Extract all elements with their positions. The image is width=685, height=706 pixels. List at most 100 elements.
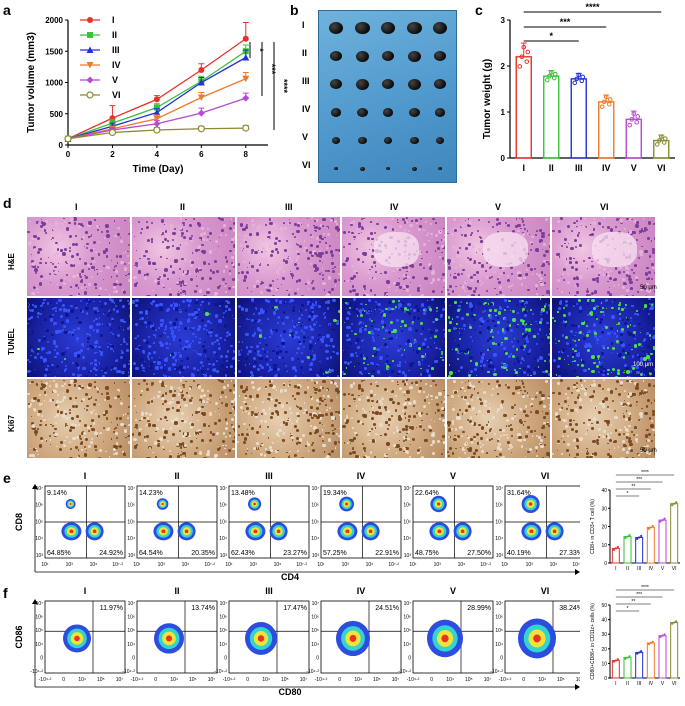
x-tick-label: 6	[199, 150, 204, 159]
x-tick-label: 10⁵	[274, 562, 282, 568]
quadrant-q1-value: 19.34%	[323, 490, 347, 497]
scalebar-he: 50 μm	[640, 285, 657, 291]
x-tick-label: 10⁵	[281, 677, 289, 683]
flow-y-arrow-head	[32, 599, 38, 604]
quadrant-q3-value: 62.43%	[231, 550, 255, 557]
x-tick-label-VI: VI	[672, 681, 677, 687]
quadrant-q2-value: 24.51%	[375, 605, 399, 612]
y-tick-label: 10⁷	[496, 601, 504, 607]
tumor-sample	[381, 22, 395, 34]
column-label-V: V	[495, 202, 502, 212]
y-tick-label: 2000	[45, 16, 63, 25]
bar-III	[635, 651, 644, 679]
x-tick-label-III: III	[575, 163, 583, 173]
quadrant-q1-value: 31.64%	[507, 490, 531, 497]
quadrant-q4-value: 23.27%	[283, 550, 307, 557]
x-tick-label: 10⁵	[465, 677, 473, 683]
y-tick-label: 1500	[45, 47, 63, 56]
point-I	[198, 67, 205, 73]
data-point	[647, 527, 650, 530]
density-core	[345, 529, 350, 534]
tunel-micrograph-II	[132, 298, 235, 377]
density-core	[69, 503, 72, 505]
y-axis-label: CD80+CD86+ in CD11c+ cells (%)	[590, 603, 596, 680]
y-tick-label: 10⁵	[403, 519, 411, 525]
y-tick-label: 10⁵	[35, 628, 43, 634]
y-axis-label: Tumor weight (g)	[482, 59, 493, 139]
x-tick-label-V: V	[661, 566, 665, 572]
flow-plot-title-V: V	[450, 471, 456, 481]
quadrant-q4-value: 24.92%	[99, 550, 123, 557]
quadrant-q3-value: 57.25%	[323, 550, 347, 557]
tumor-sample	[354, 21, 370, 35]
data-point	[638, 536, 641, 539]
quadrant-q3-value: 48.75%	[415, 550, 439, 557]
x-tick-label: 10⁷	[116, 677, 124, 683]
significance-label: ***	[560, 17, 571, 27]
tumor-volume-chart: 0 500 1000 1500 2000 0 2 4 6 8 Time (Day) Tumor vol…	[26, 15, 289, 175]
tumor-sample	[359, 166, 365, 171]
x-tick-label-V: V	[661, 681, 665, 687]
x-tick-label-II: II	[549, 163, 554, 173]
y-tick-label: 10³	[496, 553, 504, 559]
cd80-cd86-percentage-chart: 0 10 20 30 40 50 CD80+CD86+ in CD11c+ cells (%…	[590, 585, 680, 687]
x-tick-label: 10⁴	[446, 677, 454, 683]
y-tick-label: 40	[601, 488, 607, 494]
tumor-row-label-I: I	[302, 20, 305, 30]
quadrant-q2-value: 17.47%	[283, 605, 307, 612]
density-core	[74, 635, 80, 642]
y-tick-label: 10⁷	[220, 486, 228, 492]
y-tick-label: 10³	[36, 553, 44, 559]
point-V	[242, 94, 250, 102]
panel-letter-a: a	[3, 2, 11, 18]
y-tick-label: 2	[501, 62, 506, 71]
x-tick-label: 10³	[158, 562, 166, 568]
y-tick-label: 10⁶	[495, 503, 503, 509]
x-tick-label: 10⁷·²	[296, 562, 307, 568]
y-tick-label: 10⁴	[35, 642, 43, 648]
significance-label: **	[631, 599, 635, 605]
tumor-row-label-VI: VI	[302, 160, 311, 170]
data-point	[649, 526, 652, 529]
data-point	[517, 64, 523, 69]
y-tick-label: 10⁶	[311, 503, 319, 509]
y-tick-label: 10⁷	[312, 486, 320, 492]
scalebar-ki67: 50 μm	[640, 448, 657, 454]
bar-I	[611, 659, 620, 679]
bar-IV	[598, 101, 615, 159]
bar-IV	[646, 642, 655, 679]
bar-V	[658, 635, 667, 679]
flow-plot-title-III: III	[265, 471, 273, 481]
tumor-sample	[434, 79, 446, 90]
density-core	[552, 529, 557, 534]
y-tick-label: 10⁵	[311, 519, 319, 525]
y-tick-label: -10⁴·²	[30, 669, 43, 675]
data-point	[614, 547, 617, 550]
ki-micrograph-V	[447, 379, 550, 458]
tumor-sample	[434, 51, 446, 62]
legend-label-III: III	[112, 45, 120, 55]
x-tick-label: 0	[338, 677, 341, 683]
quadrant-q4-value: 27.50%	[467, 550, 491, 557]
tumor-sample	[407, 50, 421, 62]
y-tick-label: 10⁶	[127, 615, 135, 621]
significance-label: ****	[641, 585, 649, 591]
data-point	[612, 548, 615, 551]
quadrant-q2-value: 11.97%	[100, 605, 123, 612]
tumor-row-label-II: II	[302, 48, 308, 58]
tumor-sample	[331, 108, 341, 117]
bar-III	[635, 536, 644, 564]
tumor-sample	[436, 137, 444, 144]
y-tick-label: 10⁵	[219, 519, 227, 525]
y-tick-label: 10⁶	[219, 615, 227, 621]
legend-marker	[86, 76, 94, 84]
flow-x-axis-label: CD4	[281, 572, 299, 582]
data-point	[616, 545, 619, 549]
flow-y-axis-label: CD86	[14, 625, 24, 648]
tumor-sample	[409, 136, 419, 145]
x-tick-label-I: I	[615, 681, 616, 687]
he-micrograph-I	[27, 217, 130, 296]
tunel-micrograph-V	[447, 298, 550, 377]
y-tick-label: 10⁴	[403, 536, 411, 542]
